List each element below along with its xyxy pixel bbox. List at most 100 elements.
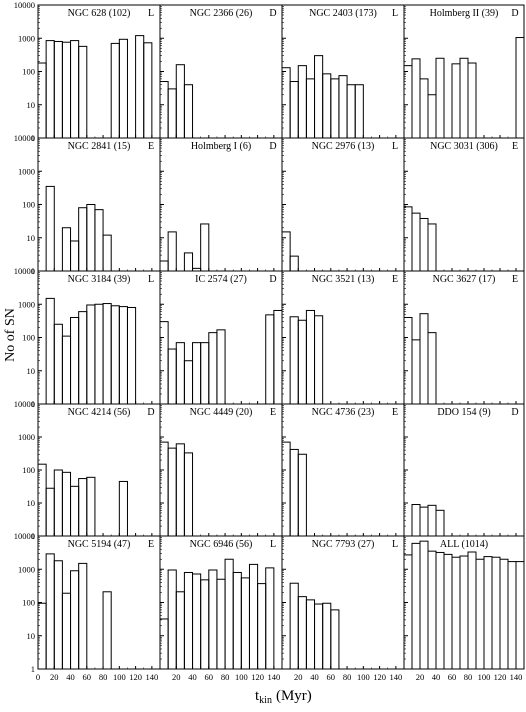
x-tick-label: 80 bbox=[343, 672, 352, 682]
panel-type-label: E bbox=[148, 539, 154, 550]
histogram-bar bbox=[330, 78, 340, 139]
y-tick-label: 1 bbox=[31, 664, 35, 674]
panel-frame bbox=[159, 4, 283, 139]
y-axis-label: No of SN bbox=[3, 308, 18, 362]
x-tick-label: 120 bbox=[129, 672, 142, 682]
panel-title: NGC 3627 (17) bbox=[433, 274, 496, 285]
histogram-bar bbox=[61, 227, 72, 272]
x-tick-label: 60 bbox=[327, 672, 336, 682]
panel-title: NGC 3521 (13) bbox=[312, 274, 375, 285]
panel-title: ALL (1014) bbox=[440, 539, 488, 550]
panel-frame bbox=[403, 137, 525, 272]
histogram-bar bbox=[224, 558, 234, 670]
histogram-bar bbox=[216, 329, 226, 405]
y-tick-label: 10 bbox=[27, 366, 36, 376]
histogram-bar bbox=[515, 561, 525, 670]
histogram-bar bbox=[45, 297, 55, 405]
histogram-bar bbox=[175, 591, 185, 670]
histogram-bar bbox=[216, 578, 226, 670]
panel-title: NGC 6946 (56) bbox=[190, 539, 253, 550]
panel-4: Holmberg II (39) D bbox=[403, 4, 525, 139]
x-tick-label: 80 bbox=[221, 672, 230, 682]
panel-title: NGC 2403 (173) bbox=[309, 8, 377, 19]
histogram-bar bbox=[175, 64, 185, 139]
histogram-bar bbox=[411, 212, 421, 272]
x-tick-label: 140 bbox=[145, 672, 158, 682]
histogram-bar bbox=[330, 609, 340, 670]
histogram-bar bbox=[167, 348, 177, 405]
histogram-bar bbox=[102, 303, 112, 405]
histogram-bar bbox=[427, 332, 437, 405]
histogram-bar bbox=[102, 591, 112, 670]
histogram-bar bbox=[403, 206, 413, 272]
x-tick-label: 120 bbox=[373, 672, 386, 682]
y-tick-label: 100 bbox=[22, 465, 35, 475]
panel-3: NGC 2403 (173) L bbox=[281, 4, 405, 139]
histogram-bar bbox=[427, 550, 437, 670]
histogram-bar bbox=[78, 478, 88, 537]
y-tick-label: 10 bbox=[27, 498, 36, 508]
panel-type-label: E bbox=[392, 407, 398, 418]
y-tick-label: 1 bbox=[31, 531, 35, 541]
panel-frame bbox=[281, 4, 405, 139]
histogram-bar bbox=[483, 556, 493, 670]
x-tick-label: 140 bbox=[267, 672, 280, 682]
histogram-bar bbox=[314, 55, 324, 139]
panel-2: NGC 2366 (26) D bbox=[159, 4, 283, 139]
panel-title: NGC 2976 (13) bbox=[312, 141, 375, 152]
x-tick-label: 20 bbox=[172, 672, 181, 682]
panel-title: NGC 2366 (26) bbox=[190, 8, 253, 19]
histogram-bar bbox=[289, 316, 299, 405]
histogram-bar bbox=[314, 315, 324, 405]
histogram-bar bbox=[354, 84, 364, 139]
histogram-bar bbox=[459, 555, 469, 670]
histogram-bar bbox=[427, 223, 437, 272]
panel-title: NGC 7793 (27) bbox=[312, 539, 375, 550]
panel-frame bbox=[37, 270, 161, 405]
histogram-bar bbox=[451, 556, 461, 670]
histogram-bar bbox=[240, 577, 250, 670]
panel-frame bbox=[281, 270, 405, 405]
panel-frame bbox=[403, 4, 525, 139]
panel-20: 20 40 60 80 100 120 140 ALL (1014) bbox=[403, 535, 525, 682]
histogram-bar bbox=[70, 570, 80, 670]
panel-type-label: D bbox=[511, 8, 518, 19]
y-tick-label: 100 bbox=[22, 200, 35, 210]
histogram-bar bbox=[78, 311, 88, 405]
histogram-bar bbox=[289, 582, 299, 670]
histogram-bar bbox=[86, 476, 96, 537]
histogram-bar bbox=[53, 560, 63, 670]
y-tick-label: 10 bbox=[27, 233, 36, 243]
x-tick-label: 100 bbox=[113, 672, 126, 682]
histogram-bar bbox=[78, 207, 88, 272]
histogram-bar bbox=[61, 41, 72, 139]
histogram-bar bbox=[297, 453, 307, 537]
histogram-bar bbox=[265, 567, 275, 670]
panel-title: NGC 2841 (15) bbox=[68, 141, 131, 152]
panel-type-label: D bbox=[269, 141, 276, 152]
panel-type-label: L bbox=[148, 8, 154, 19]
x-tick-label: 80 bbox=[464, 672, 473, 682]
panel-title: NGC 3031 (306) bbox=[430, 141, 498, 152]
panel-8: NGC 3031 (306) E bbox=[403, 137, 525, 272]
panel-13: 1 10 100 1000 10000 NGC 4214 (56) D bbox=[14, 399, 161, 541]
histogram-bar bbox=[338, 75, 348, 139]
panel-title: NGC 4449 (20) bbox=[190, 407, 253, 418]
histogram-bar bbox=[435, 57, 445, 139]
panel-1: 1 10 100 1000 10000 NGC 628 (102) L bbox=[14, 0, 161, 143]
histogram-bar bbox=[435, 509, 445, 537]
histogram-bar bbox=[45, 487, 55, 537]
panel-5: 1 10 100 1000 10000 NGC 2841 (15) E bbox=[14, 133, 161, 276]
histogram-bar bbox=[467, 551, 477, 670]
panel-type-label: E bbox=[392, 274, 398, 285]
x-tick-label: 100 bbox=[235, 672, 248, 682]
y-tick-label: 1000 bbox=[18, 166, 35, 176]
panel-frame bbox=[159, 403, 283, 537]
histogram-bar bbox=[37, 62, 47, 139]
panel-frame bbox=[159, 535, 283, 670]
x-tick-label: 80 bbox=[99, 672, 108, 682]
x-axis-label-sub: kin bbox=[259, 695, 272, 706]
histogram-bar bbox=[192, 342, 202, 405]
panel-9: 1 10 100 1000 10000 NGC 3184 (39) L bbox=[14, 266, 161, 409]
y-tick-label: 10000 bbox=[14, 133, 35, 143]
